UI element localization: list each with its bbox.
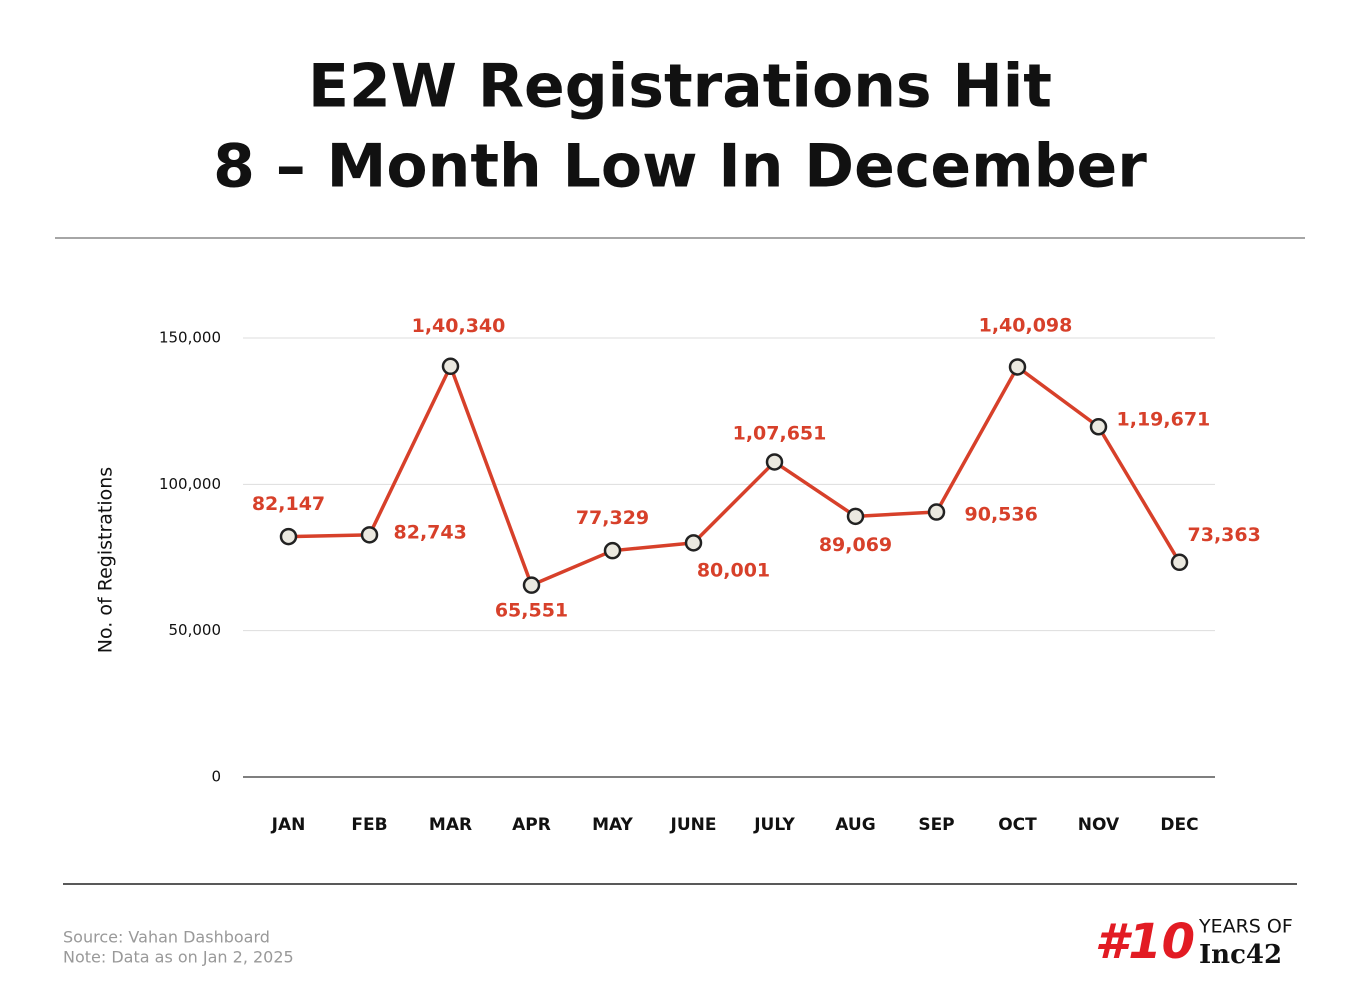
data-label: 82,147 [252,493,325,515]
line [288,364,1182,587]
x-tick-label: JULY [753,815,795,835]
data-label: 80,001 [697,559,770,581]
x-tick-label: APR [512,815,551,835]
x-tick-label: MAY [592,815,633,835]
data-label: 1,40,340 [412,315,506,337]
x-tick-label: FEB [351,815,387,835]
point [360,526,379,544]
point [603,541,622,560]
point [684,534,703,552]
x-tick-label: SEP [918,815,954,835]
logo-text: YEARS OF [1198,916,1293,938]
data-label: 1,40,098 [979,314,1073,336]
data-label: 82,743 [394,521,467,543]
chart-title: 8 – Month Low In December [213,132,1147,202]
point [522,576,541,594]
x-tick-label: NOV [1078,815,1120,835]
point [1170,553,1189,572]
x-tick-label: MAR [429,815,472,835]
x-tick-label: AUG [835,815,875,835]
point [279,527,298,546]
data-label: 65,551 [495,600,568,622]
point [846,507,865,526]
data-label: 89,069 [819,534,892,556]
note: Note: Data as on Jan 2, 2025 [63,948,294,967]
data-label: 90,536 [965,504,1038,526]
y-tick-label: 0 [211,768,221,786]
x-tick-label: JUNE [670,815,717,835]
point [1089,418,1108,436]
point [927,503,946,521]
point [441,357,460,376]
x-tick-label: JAN [271,815,306,835]
y-tick-label: 50,000 [169,621,222,639]
y-tick-label: 100,000 [159,475,221,493]
source: Source: Vahan Dashboard [63,928,270,947]
logo-text: Inc42 [1199,940,1282,970]
data-label: 73,363 [1188,524,1261,546]
y-axis-label: No. of Registrations [95,467,117,653]
point [765,453,784,471]
x-tick-label: DEC [1160,815,1198,835]
data-label: 1,07,651 [733,422,827,444]
x-tick-label: OCT [998,815,1037,835]
y-tick-label: 150,000 [159,329,221,347]
chart-title: E2W Registrations Hit [308,52,1052,122]
point [1008,358,1027,376]
data-label: 77,329 [576,507,649,529]
logo-mark: #10 [1095,914,1195,970]
data-label: 1,19,671 [1117,408,1211,430]
